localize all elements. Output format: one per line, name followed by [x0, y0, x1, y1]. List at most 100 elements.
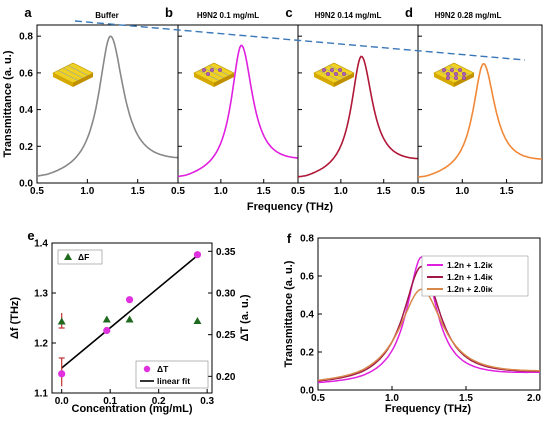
virus-particle-icon	[322, 67, 327, 72]
virus-particle-icon	[209, 67, 214, 72]
y-axis-label-right: ΔT (a. u.)	[239, 294, 251, 341]
y-tick-label-left: 1.1	[34, 389, 48, 400]
legend-f-label: 1.2n + 1.4iκ	[447, 272, 493, 282]
virus-particle-icon	[462, 71, 467, 76]
x-tick-label: 0.1	[103, 396, 117, 407]
x-tick-label: 1.0	[385, 393, 399, 404]
y-tick-label-right: 0.25	[216, 330, 236, 341]
spectrum-curve-f-3	[317, 288, 540, 381]
y-tick-label-left: 1.3	[34, 289, 48, 300]
sensor-chip-side	[214, 73, 234, 87]
virus-particle-icon	[442, 67, 447, 72]
virus-particle-icon	[201, 67, 206, 72]
delta-t-point	[103, 326, 111, 335]
legend-bottom	[135, 360, 209, 389]
legend-marker-triangle	[64, 253, 72, 260]
sensor-chip-side	[334, 73, 354, 87]
sensor-chip-side	[454, 73, 474, 87]
chip-grid-line	[203, 67, 225, 79]
panel-letter-d: d	[405, 5, 413, 20]
panel-title-d: H9N2 0.28 mg/mL	[435, 11, 502, 20]
y-tick-label-right: 0.30	[216, 289, 236, 300]
virus-particle-icon	[462, 75, 467, 80]
x-axis-label-f: Frequency (THz)	[385, 403, 472, 415]
y-tick-label: 0.4	[300, 310, 314, 321]
virus-particle-icon	[326, 71, 331, 76]
x-tick-label: 1.5	[257, 186, 271, 197]
panel-letter-c: c	[285, 5, 292, 20]
delta-f-point	[193, 317, 202, 324]
x-tick-label: 1.5	[459, 393, 473, 404]
x-tick-label: 1.0	[455, 186, 469, 197]
x-tick-label: 0.5	[411, 186, 425, 197]
y-tick-label: 0.6	[300, 272, 314, 283]
x-tick-label: 0.2	[152, 396, 166, 407]
legend-f-label: 1.2n + 1.2iκ	[447, 260, 493, 270]
virus-particle-icon	[330, 67, 335, 72]
spectrum-curve-d	[417, 62, 542, 178]
y-tick-label-right: 0.20	[216, 372, 236, 383]
y-tick-label: 0.6	[19, 68, 33, 79]
panel-letter-a: a	[24, 5, 32, 20]
y-tick-label-right: 0.35	[216, 247, 236, 258]
x-tick-label: 1.5	[377, 186, 391, 197]
y-tick-label: 0.2	[300, 348, 314, 359]
panel-title-b: H9N2 0.1 mg/mL	[197, 11, 259, 20]
virus-particle-icon	[454, 75, 459, 80]
sensor-chip-side	[434, 73, 454, 87]
sensor-chip-side	[194, 73, 214, 87]
y-axis-label-f: Transmittance (a. u.)	[283, 260, 295, 367]
x-tick-label: 0.0	[55, 396, 69, 407]
delta-t-point	[193, 251, 202, 259]
spectrum-curve-a	[36, 35, 179, 177]
virus-particle-icon	[446, 71, 451, 76]
virus-particle-icon	[458, 67, 463, 72]
legend-marker-circle	[143, 365, 151, 373]
delta-t-point	[125, 296, 134, 304]
virus-particle-icon	[342, 71, 347, 76]
y-tick-label-left: 1.4	[34, 239, 48, 250]
x-tick-label: 1.0	[80, 186, 94, 197]
x-tick-label: 1.5	[131, 186, 145, 197]
spectrum-curve-c	[297, 55, 418, 178]
x-axis-label: Frequency (THz)	[247, 201, 334, 213]
panel-letter-e: e	[27, 228, 34, 243]
x-tick-label: 1.5	[500, 186, 514, 197]
panel-frame-c	[297, 24, 419, 184]
chip-grid-line	[67, 65, 89, 76]
legend-f-label: 1.2n + 2.0iκ	[447, 284, 493, 294]
panel-title-c: H9N2 0.14 mg/mL	[315, 11, 382, 20]
legend-top	[57, 249, 103, 265]
panel-letter-b: b	[165, 5, 173, 20]
x-tick-label: 1.0	[214, 186, 228, 197]
chip-grid-line	[443, 67, 465, 79]
x-tick-label: 0.3	[200, 396, 214, 407]
x-tick-label: 0.5	[171, 186, 185, 197]
virus-particle-icon	[334, 71, 339, 76]
legend-label-delta-t: ΔT	[157, 364, 169, 374]
peak-trend-line	[74, 20, 526, 61]
y-tick-label: 0.8	[300, 234, 314, 245]
delta-f-point	[102, 315, 111, 323]
panel-frame-b	[177, 24, 299, 184]
y-axis-label-left: Δf (THz)	[9, 297, 21, 339]
y-tick-label-left: 1.2	[34, 339, 48, 350]
y-tick-label: 0.2	[19, 142, 33, 153]
x-tick-label: 0.5	[30, 186, 44, 197]
x-tick-label: 0.5	[291, 186, 305, 197]
panel-letter-f: f	[287, 231, 292, 246]
y-tick-label: 0.0	[19, 179, 33, 190]
virus-particle-icon	[454, 71, 459, 76]
delta-f-point	[125, 315, 134, 323]
delta-t-point	[58, 370, 66, 378]
virus-particle-icon	[338, 67, 343, 72]
x-tick-label: 0.5	[311, 393, 325, 404]
virus-particle-icon	[205, 71, 210, 76]
panel-frame-e	[51, 242, 213, 394]
y-tick-label: 0.8	[19, 32, 33, 43]
y-axis-label: Transmittance (a. u.)	[2, 50, 14, 157]
chip-grid-line	[62, 67, 84, 79]
virus-particle-icon	[217, 67, 222, 72]
chip-grid-line	[323, 67, 345, 79]
